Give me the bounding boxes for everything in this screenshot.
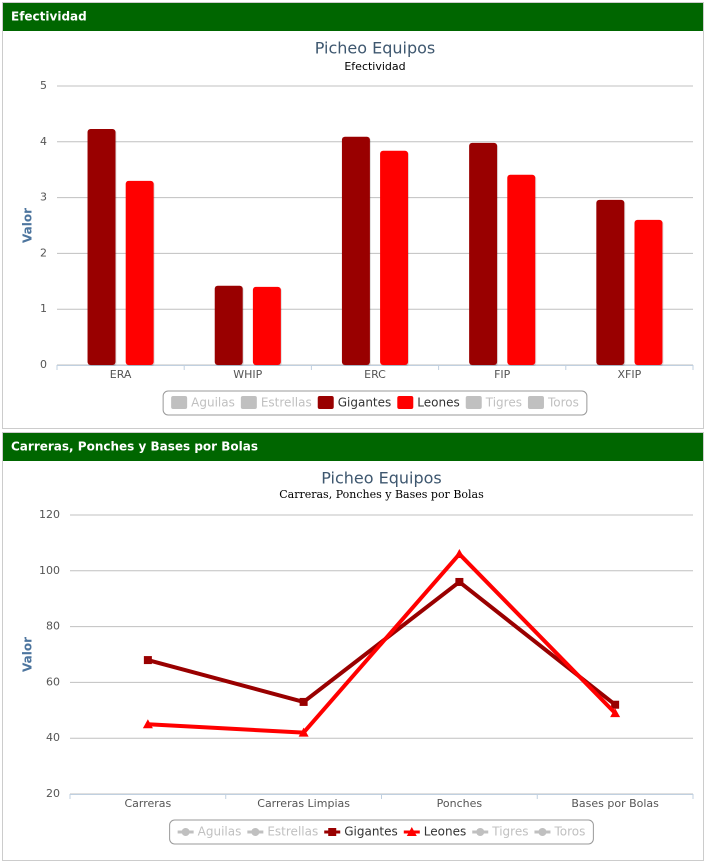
legend-label: Aguilas [198, 825, 242, 839]
marker [298, 727, 309, 737]
bar [252, 286, 281, 365]
legend-symbol [397, 396, 414, 409]
y-tick-label: 120 [39, 508, 60, 521]
legend-label: Tigres [485, 396, 522, 410]
legend-marker [251, 828, 260, 836]
chart-subtitle: Efectividad [344, 60, 405, 73]
panel-title: Carreras, Ponches y Bases por Bolas [11, 440, 258, 454]
bar [214, 285, 243, 365]
x-tick-label: WHIP [233, 368, 262, 381]
legend-symbol [240, 396, 257, 409]
legend-label: Leones [424, 825, 466, 839]
legend-item[interactable]: Toros [534, 825, 585, 839]
bar [507, 174, 536, 365]
bar [380, 150, 409, 365]
x-tick-label: Carreras [124, 797, 171, 810]
marker [142, 719, 153, 729]
y-tick-label: 20 [46, 787, 60, 800]
y-tick-label: 0 [40, 358, 47, 371]
legend-symbol [465, 396, 482, 409]
legend-label: Leones [417, 396, 459, 410]
panel-header [3, 433, 703, 461]
bar [634, 219, 663, 365]
x-tick-label: FIP [494, 368, 511, 381]
line [147, 552, 617, 735]
y-tick-label: 5 [40, 79, 47, 92]
y-tick-label: 1 [40, 302, 47, 315]
legend-item[interactable]: Toros [527, 396, 579, 410]
legend-marker [538, 828, 547, 836]
x-tick-label: ERA [110, 368, 132, 381]
legend-item[interactable]: Aguilas [171, 396, 235, 410]
legend-label: Tigres [491, 825, 528, 839]
legend-symbol [171, 396, 188, 409]
marker [455, 577, 464, 586]
y-tick-label: 100 [39, 564, 60, 577]
panel-title: Efectividad [11, 10, 87, 24]
legend-item[interactable]: Leones [403, 825, 466, 839]
x-tick-label: ERC [364, 368, 386, 381]
panel-header [3, 3, 703, 31]
chart-title: Picheo Equipos [315, 39, 436, 58]
y-axis-label: Valor [21, 208, 35, 243]
legend-symbol [317, 396, 334, 409]
legend-symbol [527, 396, 544, 409]
y-tick-label: 40 [46, 731, 60, 744]
legend-label: Toros [547, 396, 579, 410]
legend-marker [181, 828, 190, 836]
x-tick-label: Bases por Bolas [571, 797, 659, 810]
y-axis-label: Valor [21, 637, 35, 672]
legend-label: Gigantes [338, 396, 392, 410]
marker [454, 549, 465, 559]
x-tick-label: XFIP [618, 368, 642, 381]
legend: Aguilas Estrellas Gigantes Leones Tigres Toro… [162, 390, 588, 416]
y-tick-label: 4 [40, 135, 47, 148]
legend-item[interactable]: Gigantes [324, 825, 398, 839]
y-tick-label: 3 [40, 191, 47, 204]
bar [125, 180, 154, 365]
legend-label: Toros [553, 825, 585, 839]
legend-item[interactable]: Leones [397, 396, 460, 410]
legend-label: Gigantes [344, 825, 398, 839]
chart-subtitle: Carreras, Ponches y Bases por Bolas [279, 488, 484, 501]
legend-item[interactable]: Estrellas [247, 825, 318, 839]
legend: Aguilas Estrellas Gigantes Leones Tigres Toro… [169, 819, 594, 845]
marker [610, 708, 621, 718]
legend-item[interactable]: Tigres [472, 825, 528, 839]
x-tick-label: Carreras Limpias [257, 797, 350, 810]
bar [596, 199, 625, 365]
chart-title: Picheo Equipos [321, 469, 442, 488]
legend-label: Aguilas [191, 396, 235, 410]
legend-item[interactable]: Tigres [465, 396, 522, 410]
legend-label: Estrellas [261, 396, 312, 410]
marker [611, 700, 620, 709]
panel [2, 432, 704, 861]
marker [143, 656, 152, 665]
bar [87, 128, 116, 365]
y-tick-label: 60 [46, 675, 60, 688]
legend-marker [328, 828, 337, 836]
y-tick-label: 2 [40, 246, 47, 259]
legend-label: Estrellas [267, 825, 318, 839]
legend-box [169, 819, 594, 845]
legend-item[interactable]: Gigantes [317, 396, 392, 410]
legend-marker [406, 827, 417, 836]
bar [469, 142, 498, 365]
bar [341, 136, 370, 365]
marker [299, 697, 308, 706]
x-tick-label: Ponches [437, 797, 483, 810]
legend-item[interactable]: Aguilas [177, 825, 242, 839]
y-tick-label: 80 [46, 620, 60, 633]
legend-item[interactable]: Estrellas [240, 396, 312, 410]
legend-marker [476, 828, 485, 836]
